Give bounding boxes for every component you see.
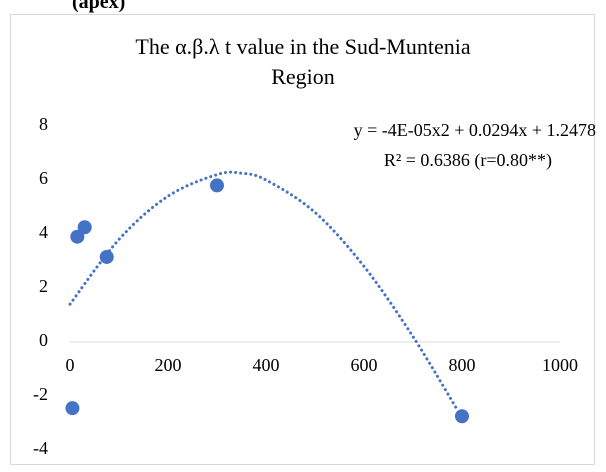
chart-title: The α.β.λ t value in the Sud-Muntenia Re… [135,34,471,89]
x-tick-label: 600 [351,355,378,375]
caption: (apex) [72,0,126,13]
trendline [68,170,459,411]
trend-r2: R² = 0.6386 (r=0.80**) [384,150,552,171]
x-tick-label: 800 [449,355,476,375]
point [210,178,224,193]
x-tick-label: 400 [253,355,280,375]
y-tick-label: -4 [33,438,48,458]
point [65,401,80,416]
x-tick-label: 0 [66,355,75,375]
y-tick-label: 0 [39,330,48,350]
y-tick-label: 6 [39,168,48,188]
point [99,249,114,264]
point [70,229,85,244]
chart-frame [10,14,595,465]
y-tick-label: 8 [39,114,48,134]
trend-equation: y = -4E-05x2 + 0.0294x + 1.2478 [354,120,596,140]
y-tick-label: 4 [39,222,48,242]
x-tick-label: 200 [155,355,182,375]
point [455,409,469,424]
y-tick-label: 2 [39,276,48,296]
x-tick-label: 1000 [542,355,578,375]
point [77,220,92,235]
y-tick-label: -2 [33,384,48,404]
